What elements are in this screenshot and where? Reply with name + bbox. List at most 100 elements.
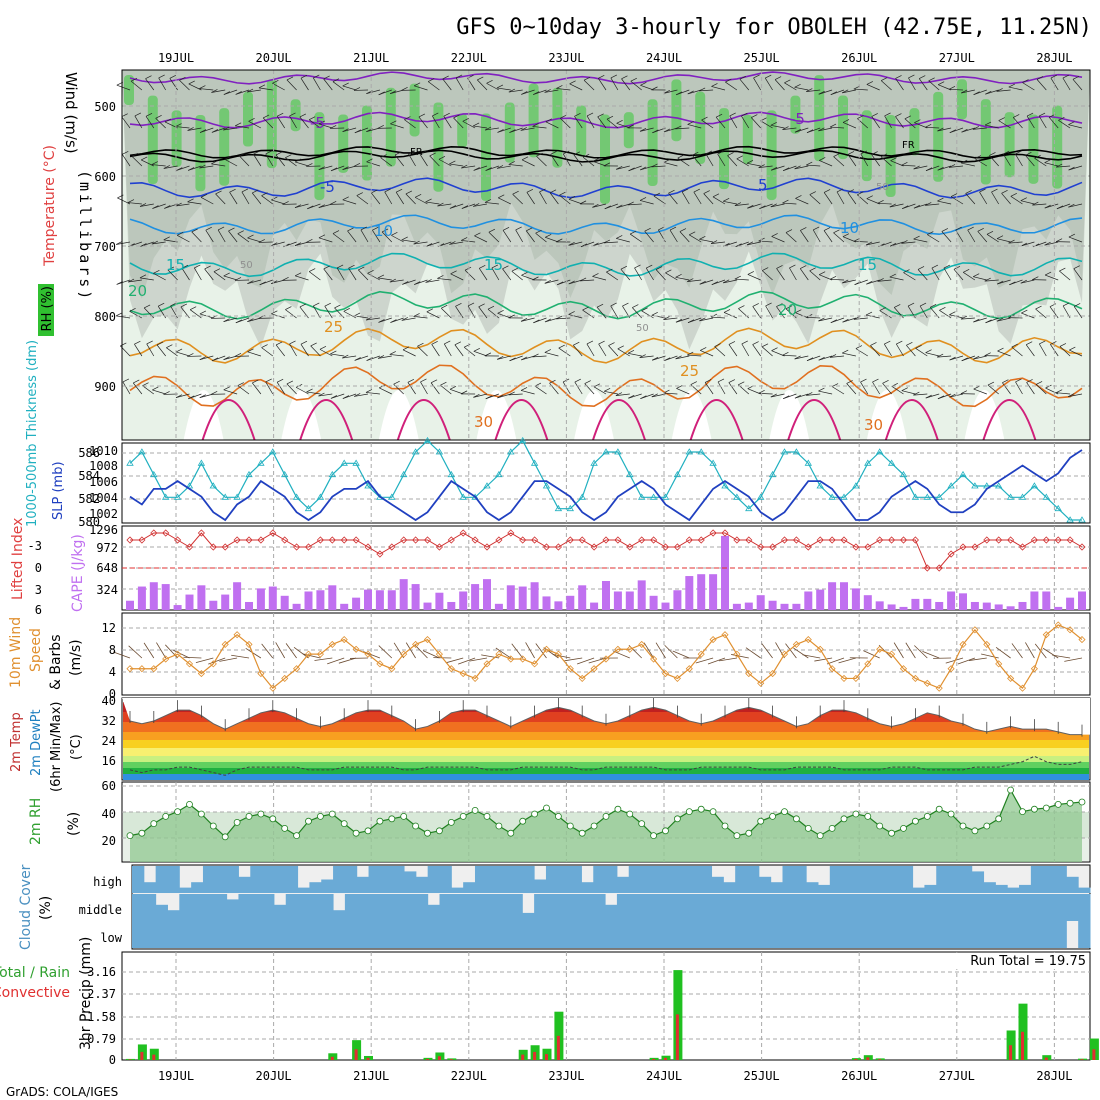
wind-barb-flag — [199, 164, 206, 169]
wind-barb-flag — [579, 277, 587, 282]
temp-band — [123, 768, 1089, 774]
wind-barb-flag — [871, 113, 878, 117]
wind10m-barb — [285, 643, 297, 659]
wind-barb-flag — [116, 312, 123, 317]
wind-barb-flag — [681, 188, 689, 193]
wind-barb — [913, 238, 928, 243]
wind-barb — [606, 118, 619, 129]
wind-barb — [574, 381, 583, 395]
wind-barb-flag — [289, 340, 296, 345]
wind-barb — [758, 165, 773, 168]
rh2m-point — [912, 817, 919, 825]
date-label: 19JUL — [158, 1069, 194, 1083]
cloud-cell — [262, 866, 275, 893]
wind-barb-flag — [413, 313, 420, 317]
thickness-point — [840, 493, 848, 500]
cloud-cell — [392, 894, 405, 921]
wind-barb-flag — [639, 197, 647, 201]
cloud-cell — [865, 866, 878, 893]
wind-barb — [723, 279, 737, 284]
rh-legend-swatch — [38, 284, 54, 336]
wind-barb — [818, 390, 833, 395]
rh-green-patch — [243, 91, 253, 147]
wind-barb-flag — [1034, 154, 1041, 159]
wind-barb-flag — [131, 152, 138, 157]
rh-green-patch — [457, 113, 468, 148]
wind-barb-flag — [965, 190, 972, 194]
wind-barb-flag — [521, 91, 528, 95]
wind-barb — [473, 203, 488, 207]
thickness-point — [1006, 493, 1015, 500]
wind-barb-flag — [616, 204, 623, 209]
wind-barb-flag — [1062, 302, 1070, 307]
surface-lobe — [671, 390, 712, 440]
wind-barb-flag — [313, 302, 320, 307]
wind-barb-flag — [699, 236, 706, 240]
wind-barb — [812, 229, 821, 243]
wind-barb — [610, 305, 619, 319]
precip-units-label: 3hr Precip (mm) — [78, 937, 94, 1050]
wind-barb-flag — [1013, 114, 1020, 118]
wind-barb-flag — [418, 113, 426, 118]
precip-convective-bar — [128, 1059, 132, 1060]
cloud-cell — [1078, 887, 1091, 893]
wind-barb-flag — [727, 152, 734, 156]
li-point — [364, 543, 372, 551]
wind-barb-flag — [639, 128, 647, 132]
slp-line — [129, 449, 1083, 522]
wind10m-point — [209, 660, 217, 668]
wind-barb-flag — [508, 88, 516, 93]
wind-barb-flag — [831, 383, 839, 387]
wind-barb — [592, 276, 607, 281]
cloud-cell — [439, 921, 452, 948]
wind-barb — [739, 78, 750, 91]
wind-barb-flag — [1049, 303, 1057, 307]
wind-barb-flag — [998, 117, 1005, 121]
temp-band — [123, 740, 1089, 748]
wind-barb-flag — [1032, 276, 1039, 280]
wind-barb — [629, 233, 642, 243]
rh2m-point — [674, 815, 681, 823]
cloud-cell — [262, 894, 275, 921]
wind-barb-flag — [247, 348, 254, 353]
cloud-cell — [877, 866, 890, 893]
wind-barb-flag — [794, 128, 802, 133]
li-point — [721, 529, 729, 537]
wind-barb-flag — [865, 311, 873, 316]
thickness-point — [459, 493, 467, 500]
cloud-cell — [167, 921, 180, 948]
wind-barb-flag — [1068, 166, 1075, 171]
wind-barb — [606, 271, 619, 281]
cloud-cell — [368, 894, 381, 921]
cloud-cell — [285, 921, 299, 948]
surface-lobe — [769, 390, 810, 440]
wind-barb — [931, 267, 940, 281]
li-point — [293, 543, 301, 551]
wind-barb-flag — [223, 91, 231, 95]
cape-bar — [780, 603, 789, 610]
wind-barb — [655, 269, 666, 281]
cape-bar — [435, 592, 444, 610]
wind-barb-flag — [652, 129, 659, 134]
temperature-contour — [129, 111, 1083, 129]
wind-barb-flag — [806, 88, 813, 92]
precip-convective-bar — [449, 1059, 453, 1060]
rh-green-patch — [980, 99, 991, 185]
rh2m-point — [685, 808, 693, 815]
li-point — [1066, 536, 1074, 544]
cloud-cell — [427, 866, 441, 893]
wind-barb-flag — [937, 127, 944, 132]
wind-barb — [497, 355, 511, 360]
wind-barb-flag — [261, 192, 268, 196]
wind-barb-flag — [689, 231, 696, 236]
wind-barb — [711, 316, 726, 319]
wind-barb-flag — [179, 76, 186, 81]
temp-tick: 32 — [102, 714, 116, 728]
upper-gridlines — [122, 70, 1090, 440]
wind-barb — [235, 125, 250, 129]
thickness-point — [685, 448, 694, 455]
thickness-point — [816, 482, 824, 489]
wind-barb-flag — [937, 81, 945, 86]
wind-barb — [610, 77, 619, 91]
wind-barb — [953, 269, 964, 281]
